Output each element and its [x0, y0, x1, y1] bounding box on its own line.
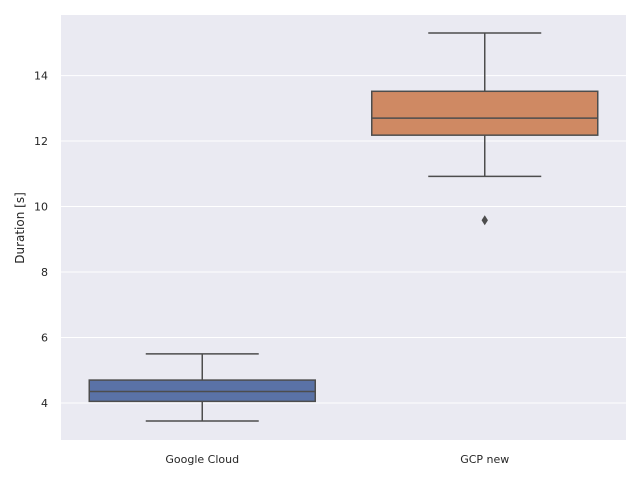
plot-area	[61, 15, 626, 440]
y-tick-label: 10	[34, 201, 48, 214]
outlier-point	[481, 215, 488, 226]
y-tick-label: 6	[41, 332, 48, 345]
y-tick-label: 4	[41, 397, 48, 410]
y-tick-label: 12	[34, 135, 48, 148]
y-axis-ticks: 4 6 8 10 12 14	[34, 70, 48, 410]
y-tick-label: 8	[41, 266, 48, 279]
y-axis-label: Duration [s]	[13, 192, 27, 264]
y-tick-label: 14	[34, 70, 48, 83]
x-tick-label: GCP new	[460, 453, 509, 466]
box-iqr	[88, 379, 316, 403]
x-axis-ticks: Google Cloud GCP new	[165, 453, 509, 466]
box-group	[371, 32, 599, 226]
x-tick-label: Google Cloud	[165, 453, 239, 466]
boxes	[88, 32, 599, 422]
box-group	[88, 353, 316, 422]
box-iqr	[371, 90, 599, 136]
gridlines	[61, 75, 626, 404]
